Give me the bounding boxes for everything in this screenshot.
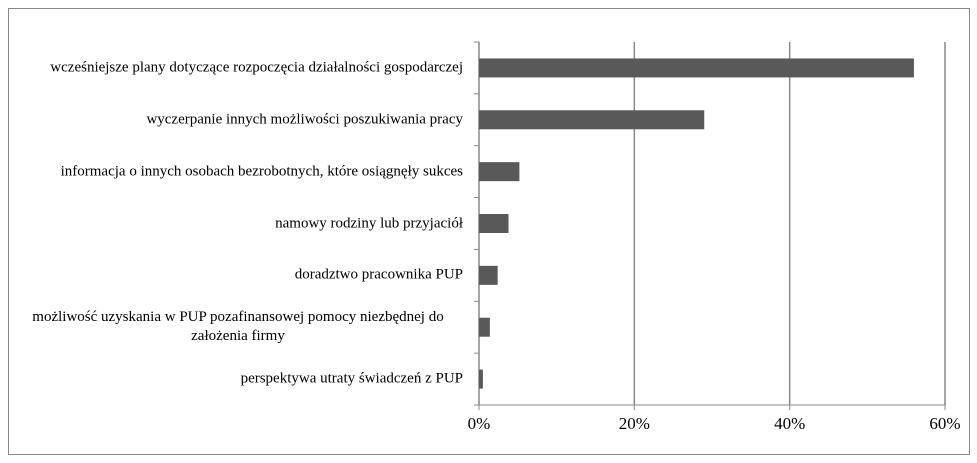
x-tick-label: 40%: [774, 414, 805, 433]
y-tick-label: informacja o innych osobach bezrobotnych…: [60, 163, 463, 180]
bar: [479, 110, 705, 130]
y-tick-label: możliwość uzyskania w PUP pozafinansowej…: [32, 309, 444, 345]
bar: [479, 369, 483, 389]
y-tick-label: perspektywa utraty świadczeń z PUP: [240, 370, 463, 387]
bar: [479, 58, 914, 78]
x-tick-label: 60%: [929, 414, 960, 433]
y-tick-label: namowy rodziny lub przyjaciół: [275, 215, 463, 231]
x-tick-label: 0%: [468, 414, 491, 433]
bar: [479, 214, 509, 233]
y-tick-label: wyczerpanie innych możliwości poszukiwan…: [146, 111, 463, 128]
x-tick-label: 20%: [619, 414, 650, 433]
y-tick-label: wcześniejsze plany dotyczące rozpoczęcia…: [50, 59, 463, 76]
y-tick-label: doradztwo pracownika PUP: [294, 266, 463, 283]
bar: [479, 317, 490, 337]
bar: [479, 162, 520, 182]
bar: [479, 265, 498, 285]
